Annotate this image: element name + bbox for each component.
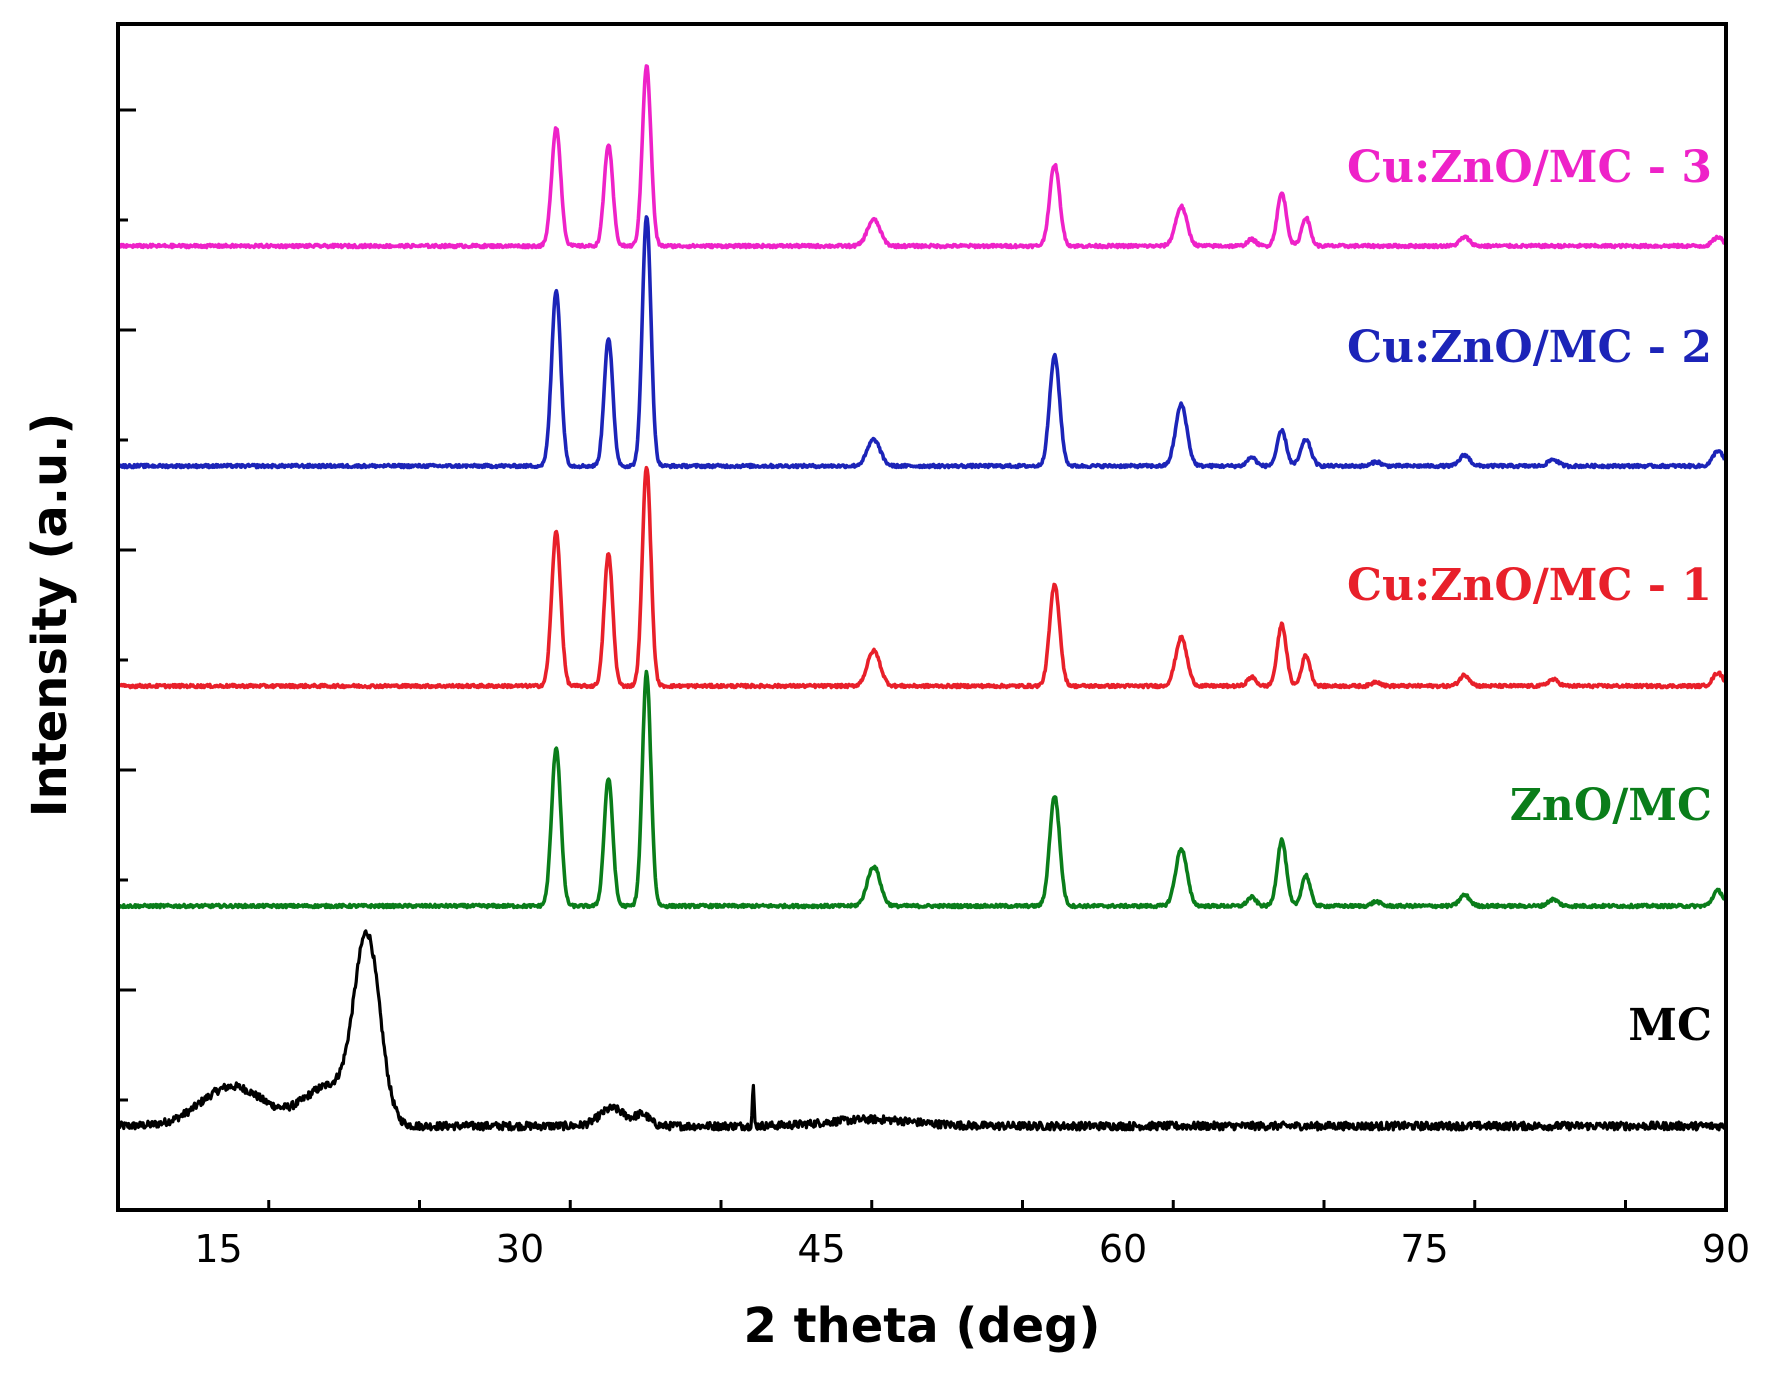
- series-line-zno-mc: [117, 669, 1726, 910]
- x-tick-label: 75: [1400, 1227, 1448, 1271]
- y-axis-ticks: [118, 108, 136, 1102]
- x-axis-ticks: 15 30 45 60 75 90: [116, 1200, 1750, 1271]
- series-label-layer: MC ZnO/MC Cu:ZnO/MC - 1 Cu:ZnO/MC - 2 Cu:ZnO…: [1347, 142, 1712, 1051]
- x-tick-label: 90: [1702, 1227, 1750, 1271]
- series-line-cu-zno-mc-1: [117, 465, 1726, 690]
- x-tick-label: 60: [1099, 1227, 1147, 1271]
- x-tick-label: 15: [194, 1227, 242, 1271]
- series-line-cu-zno-mc-3: [118, 64, 1726, 250]
- x-tick-label: 30: [496, 1227, 544, 1271]
- x-axis-title: 2 theta (deg): [744, 1298, 1101, 1354]
- series-label-cu-zno-mc-3: Cu:ZnO/MC - 3: [1347, 142, 1712, 193]
- y-axis-title: Intensity (a.u.): [22, 413, 78, 818]
- series-label-zno-mc: ZnO/MC: [1510, 780, 1712, 831]
- series-label-cu-zno-mc-2: Cu:ZnO/MC - 2: [1347, 322, 1712, 373]
- series-line-cu-zno-mc-2: [117, 215, 1727, 470]
- series-label-mc: MC: [1628, 1000, 1712, 1051]
- series-line-mc: [117, 929, 1727, 1132]
- x-tick-label: 45: [797, 1227, 845, 1271]
- series-label-cu-zno-mc-1: Cu:ZnO/MC - 1: [1347, 560, 1712, 611]
- plot-frame: [116, 22, 1728, 1212]
- series-layer: [117, 64, 1727, 1132]
